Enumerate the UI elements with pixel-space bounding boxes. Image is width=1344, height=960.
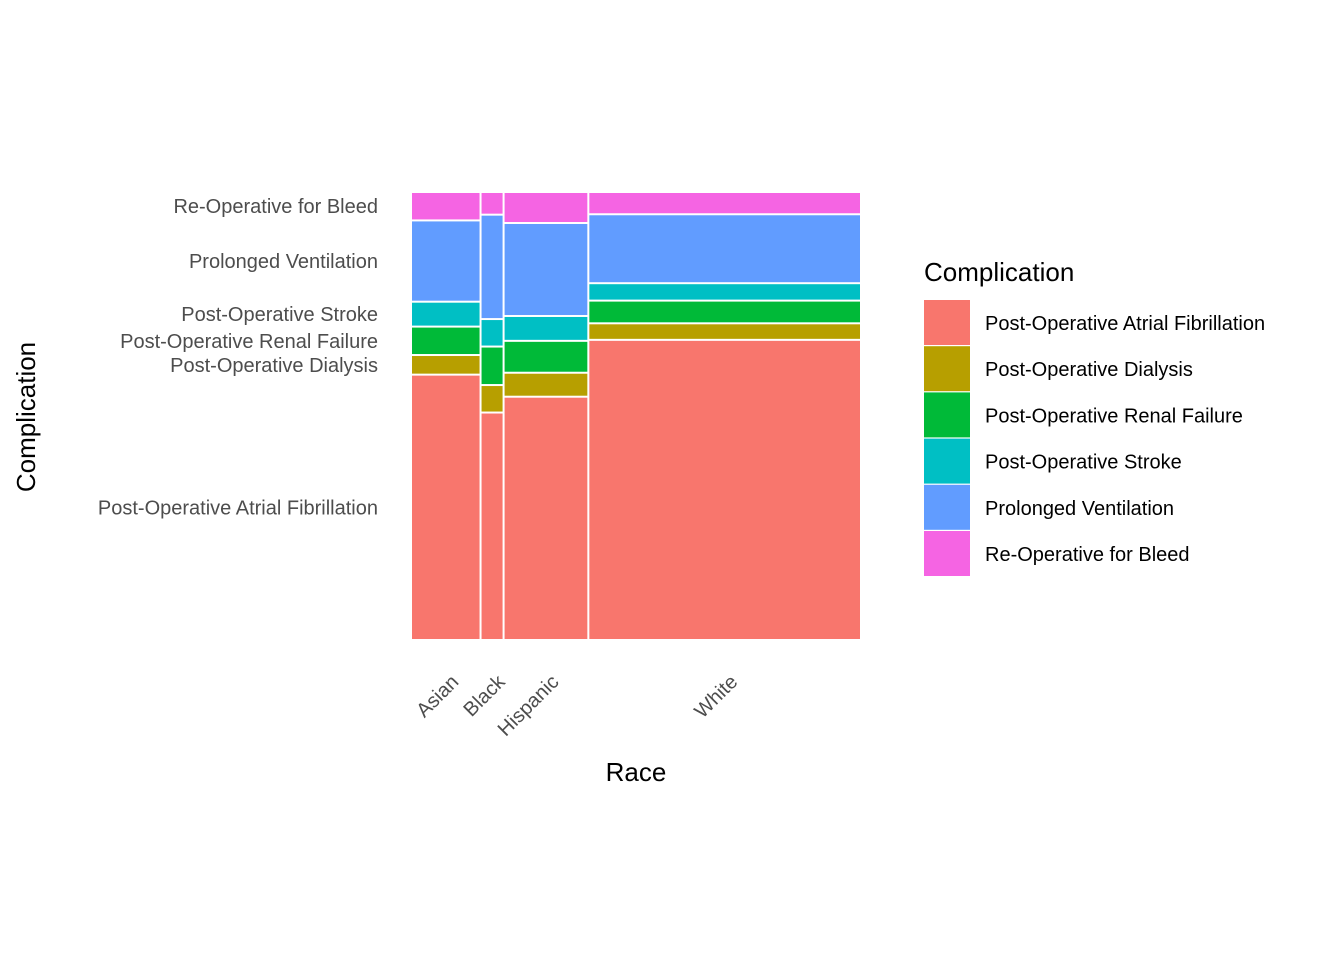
tile-asian-post-operative-atrial-fibrillation bbox=[412, 375, 480, 639]
tile-asian-prolonged-ventilation bbox=[412, 221, 480, 301]
tile-black-post-operative-atrial-fibrillation bbox=[481, 413, 503, 639]
y-tick-label-post-operative-stroke: Post-Operative Stroke bbox=[181, 304, 378, 326]
y-tick-label-prolonged-ventilation: Prolonged Ventilation bbox=[189, 251, 378, 273]
mosaic-tiles bbox=[412, 193, 860, 639]
tile-white-post-operative-stroke bbox=[589, 284, 860, 300]
legend-swatch-post-operative-renal-failure bbox=[924, 392, 970, 438]
legend-label-post-operative-atrial-fibrillation: Post-Operative Atrial Fibrillation bbox=[985, 313, 1265, 335]
tile-white-post-operative-renal-failure bbox=[589, 301, 860, 323]
legend-label-post-operative-renal-failure: Post-Operative Renal Failure bbox=[985, 405, 1243, 427]
tile-asian-re-operative-for-bleed bbox=[412, 193, 480, 220]
x-tick-label-black: Black bbox=[459, 670, 510, 721]
legend-swatch-post-operative-stroke bbox=[924, 438, 970, 484]
legend-swatch-re-operative-for-bleed bbox=[924, 531, 970, 576]
x-tick-label-asian: Asian bbox=[412, 671, 463, 722]
legend-label-post-operative-stroke: Post-Operative Stroke bbox=[985, 452, 1182, 474]
tile-white-prolonged-ventilation bbox=[589, 215, 860, 283]
legend: Complication Post-Operative Atrial Fibri… bbox=[924, 257, 1265, 576]
tile-hispanic-post-operative-atrial-fibrillation bbox=[504, 397, 588, 639]
y-tick-label-post-operative-atrial-fibrillation: Post-Operative Atrial Fibrillation bbox=[98, 497, 378, 519]
tile-hispanic-post-operative-dialysis bbox=[504, 373, 588, 396]
tile-black-post-operative-dialysis bbox=[481, 386, 503, 412]
tile-hispanic-re-operative-for-bleed bbox=[504, 193, 588, 223]
tile-asian-post-operative-stroke bbox=[412, 302, 480, 326]
y-axis-tick-labels: Post-Operative Atrial Fibrillation Post-O… bbox=[98, 196, 378, 519]
y-tick-label-post-operative-renal-failure: Post-Operative Renal Failure bbox=[120, 331, 378, 353]
tile-white-post-operative-atrial-fibrillation bbox=[589, 340, 860, 639]
tile-asian-post-operative-dialysis bbox=[412, 356, 480, 374]
legend-title: Complication bbox=[924, 257, 1074, 287]
x-axis-title: Race bbox=[606, 757, 667, 787]
y-tick-label-re-operative-for-bleed: Re-Operative for Bleed bbox=[173, 196, 378, 218]
tile-asian-post-operative-renal-failure bbox=[412, 327, 480, 355]
tile-hispanic-post-operative-renal-failure bbox=[504, 341, 588, 372]
tile-hispanic-prolonged-ventilation bbox=[504, 224, 588, 315]
legend-swatch-post-operative-atrial-fibrillation bbox=[924, 300, 970, 345]
y-tick-label-post-operative-dialysis: Post-Operative Dialysis bbox=[170, 355, 378, 377]
x-tick-label-white: White bbox=[691, 671, 743, 723]
legend-swatch-post-operative-dialysis bbox=[924, 346, 970, 392]
tile-black-post-operative-stroke bbox=[481, 320, 503, 346]
tile-black-post-operative-renal-failure bbox=[481, 347, 503, 385]
legend-label-re-operative-for-bleed: Re-Operative for Bleed bbox=[985, 544, 1190, 566]
legend-label-prolonged-ventilation: Prolonged Ventilation bbox=[985, 498, 1174, 520]
tile-white-post-operative-dialysis bbox=[589, 324, 860, 339]
legend-swatch-prolonged-ventilation bbox=[924, 484, 970, 530]
tile-black-prolonged-ventilation bbox=[481, 215, 503, 319]
tile-white-re-operative-for-bleed bbox=[589, 193, 860, 214]
tile-black-re-operative-for-bleed bbox=[481, 193, 503, 214]
legend-entries: Post-Operative Atrial Fibrillation Post-O… bbox=[924, 300, 1265, 576]
tile-hispanic-post-operative-stroke bbox=[504, 316, 588, 340]
y-axis-title: Complication bbox=[11, 342, 41, 492]
legend-label-post-operative-dialysis: Post-Operative Dialysis bbox=[985, 359, 1193, 381]
